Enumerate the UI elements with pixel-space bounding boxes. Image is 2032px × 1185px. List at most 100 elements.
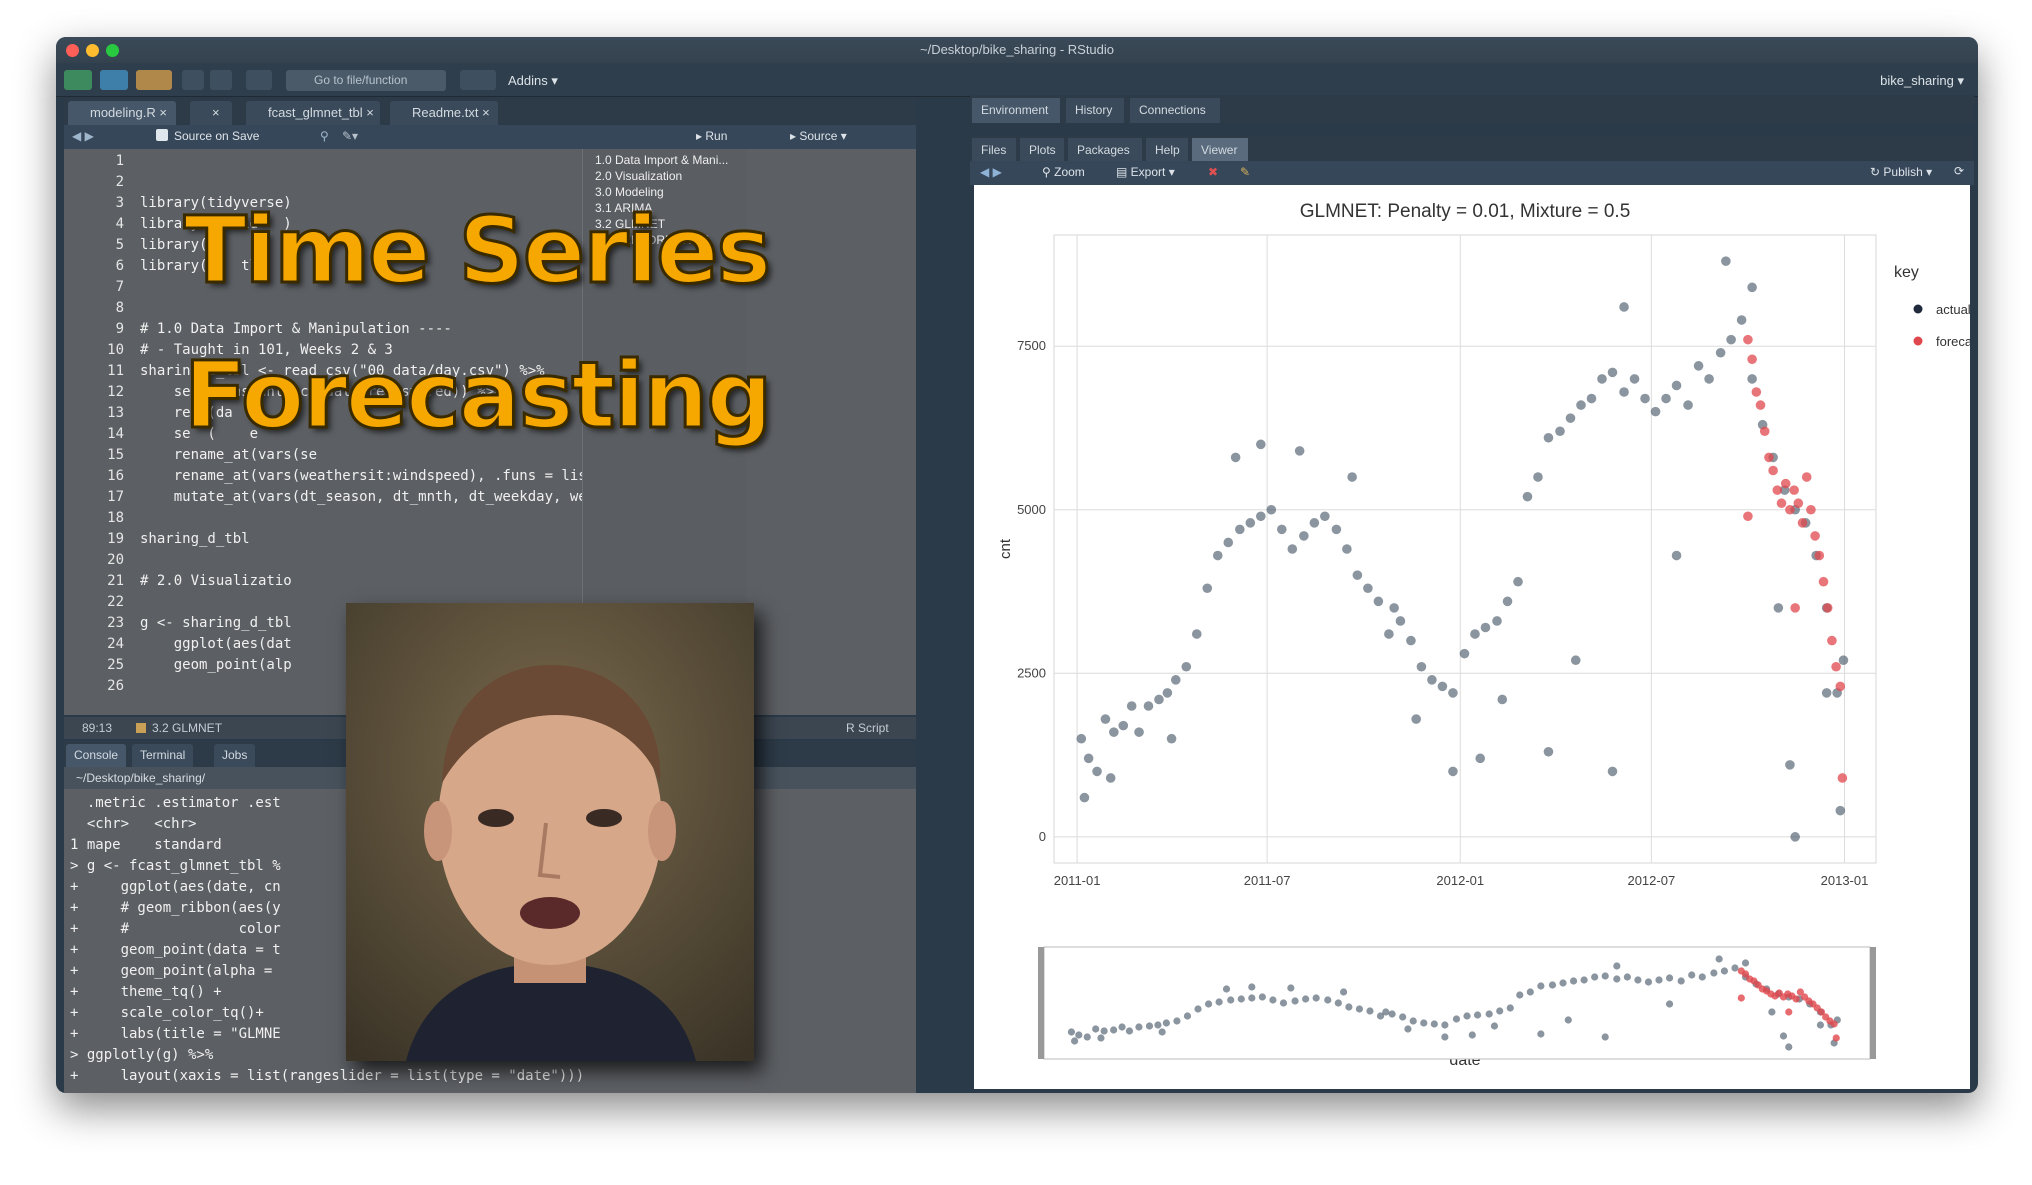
current-section[interactable]: 3.2 GLMNET [152, 721, 223, 735]
data-point-actual [1320, 511, 1330, 522]
goto-file-input[interactable]: Go to file/function [286, 70, 446, 91]
data-point-actual [1166, 733, 1177, 744]
data-point-forecast [1747, 354, 1757, 365]
data-point-actual [1715, 347, 1726, 358]
refresh-icon[interactable]: ⟳ [1954, 164, 1965, 178]
data-point-actual [1650, 406, 1661, 417]
rangeslider-point-actual [1118, 1023, 1126, 1031]
legend-title: key [1894, 264, 1919, 281]
tab-viewer[interactable]: Viewer [1192, 138, 1248, 163]
data-point-actual [1543, 746, 1554, 757]
new-file-icon[interactable] [64, 70, 92, 90]
search-icon[interactable]: ⚲ [320, 129, 329, 143]
data-point-actual [1533, 472, 1543, 482]
rangeslider-point-actual [1420, 1019, 1428, 1027]
broom-icon[interactable]: ✎ [1240, 165, 1251, 179]
maximize-window-icon[interactable] [106, 44, 119, 57]
line-number: 5 [115, 237, 124, 253]
outline-item[interactable]: 4.0 PERFORMANCE [595, 233, 709, 247]
data-point-actual [1299, 531, 1309, 541]
tab-packages[interactable]: Packages [1068, 138, 1142, 163]
rangeslider-point-actual [1158, 1028, 1166, 1036]
tab-plots[interactable]: Plots [1020, 138, 1064, 163]
source-on-save-checkbox[interactable] [156, 129, 168, 141]
addins-label: Addins [508, 73, 548, 88]
data-point-actual [1726, 334, 1736, 345]
workspace-panes-icon[interactable] [460, 70, 496, 90]
code-tools-icon[interactable]: ✎▾ [342, 129, 359, 143]
data-point-forecast [1818, 576, 1829, 587]
data-point-actual [1785, 760, 1795, 770]
glmnet-forecast-plot[interactable]: 0 2500 5000 7500 2011-01 2011-07 2012-01 2012-0… [974, 185, 1978, 1089]
back-forward-icon[interactable]: ◀ ▶ [72, 129, 94, 143]
data-point-actual [1773, 603, 1784, 613]
project-menu[interactable]: bike_sharing ▾ [1880, 73, 1964, 88]
code-line: re (da [140, 405, 267, 421]
data-point-forecast [1785, 504, 1795, 515]
plot-area [1053, 234, 1877, 864]
tab-connections[interactable]: Connections [1130, 98, 1220, 123]
data-point-actual [1352, 570, 1363, 580]
outline-item[interactable]: 3.0 Modeling [595, 185, 664, 199]
code-line: # 1.0 Data Import & Manipulation ---- [140, 321, 452, 337]
export-button[interactable]: ▤ Export ▾ [1116, 165, 1175, 179]
print-icon[interactable] [246, 70, 272, 90]
rangeslider-point-actual [1468, 1031, 1476, 1039]
data-point-actual [1384, 629, 1394, 639]
rangeslider-point-actual [1731, 964, 1739, 972]
data-point-forecast [1793, 498, 1804, 509]
tab-files[interactable]: Files [972, 138, 1016, 163]
data-point-actual [1212, 550, 1223, 561]
data-point-actual [1607, 367, 1618, 378]
zoom-button[interactable]: ⚲ Zoom [1042, 165, 1085, 179]
tab-readme[interactable]: Readme.txt × [390, 101, 498, 125]
minimize-window-icon[interactable] [86, 44, 99, 57]
run-button[interactable]: ▸ Run [696, 129, 728, 143]
tab-fcast-glmnet[interactable]: fcast_glmnet_tbl × [246, 101, 380, 125]
data-point-actual [1287, 544, 1298, 554]
tab-help[interactable]: Help [1146, 138, 1188, 163]
export-label: Export [1130, 165, 1166, 179]
rangeslider-point-actual [1399, 1013, 1407, 1021]
save-all-icon[interactable] [210, 70, 232, 90]
tab-history[interactable]: History [1066, 98, 1124, 123]
addins-menu[interactable]: Addins ▾ [508, 73, 558, 88]
source-button[interactable]: ▸ Source ▾ [790, 129, 847, 143]
rangeslider-point-actual [1490, 1022, 1499, 1030]
code-line: library( [140, 237, 259, 253]
outline-item[interactable]: 2.0 Visualization [595, 169, 683, 183]
tab-modeling[interactable]: modeling.R × [68, 101, 176, 125]
tab-environment[interactable]: Environment [972, 98, 1060, 123]
code-line: library(lubrid ) [140, 216, 292, 232]
data-point-forecast [1755, 400, 1766, 410]
outline-item[interactable]: 3.1 ARIMA [595, 201, 653, 215]
back-forward-icon[interactable]: ◀ ▶ [980, 165, 1002, 179]
close-window-icon[interactable] [66, 44, 79, 57]
open-file-icon[interactable] [136, 70, 172, 90]
tab-jobs[interactable]: Jobs [214, 744, 256, 767]
x-tick-label: 2011-01 [1054, 873, 1101, 888]
code-line: rename_at(vars(se [140, 447, 368, 463]
rangeslider-point-actual [1324, 996, 1332, 1004]
data-point-actual [1395, 616, 1406, 626]
outline-item[interactable]: 3.2 GLMNET [595, 217, 666, 231]
rangeslider-point-actual [1287, 984, 1295, 992]
new-project-icon[interactable] [100, 70, 128, 90]
data-point-forecast [1751, 387, 1762, 397]
line-number: 26 [107, 678, 124, 694]
rangeslider-point-actual [1194, 1005, 1202, 1013]
clear-viewer-icon[interactable]: ✖ [1208, 165, 1219, 179]
tab-console[interactable]: Console [66, 744, 127, 767]
tab-untitled[interactable]: × [190, 101, 232, 125]
publish-button[interactable]: ↻ Publish ▾ [1870, 165, 1933, 179]
data-point-forecast [1772, 485, 1783, 495]
pane-splitter[interactable] [916, 97, 924, 1093]
rangeslider-point-actual [1613, 975, 1621, 983]
outline-item[interactable]: 1.0 Data Import & Mani... [595, 153, 729, 167]
console-line: > g <- fcast_glmnet_tbl % [70, 858, 281, 874]
tab-terminal[interactable]: Terminal [132, 744, 194, 767]
line-number: 4 [115, 216, 124, 232]
save-icon[interactable] [182, 70, 204, 90]
data-point-actual [1661, 393, 1671, 404]
file-type[interactable]: R Script [846, 721, 889, 735]
